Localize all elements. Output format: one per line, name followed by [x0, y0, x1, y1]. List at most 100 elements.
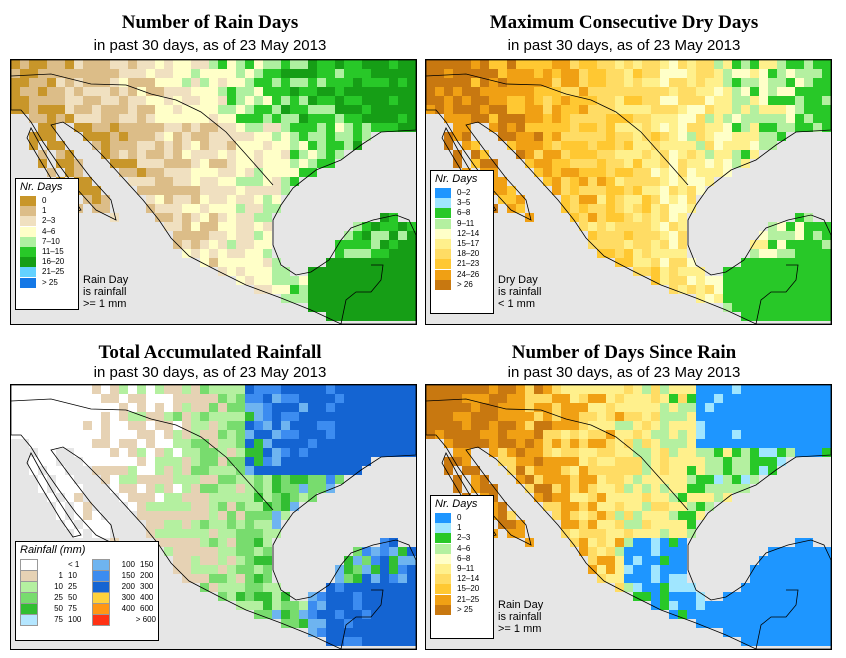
map-cell — [155, 538, 164, 547]
map-cell — [588, 520, 597, 529]
map-cell — [245, 475, 254, 484]
map-cell — [714, 168, 723, 177]
map-cell — [534, 394, 543, 403]
map-cell — [660, 466, 669, 475]
map-cell — [489, 448, 498, 457]
map-cell — [669, 141, 678, 150]
map-cell — [678, 439, 687, 448]
map-cell — [389, 213, 398, 222]
map-cell — [173, 547, 182, 556]
map-cell — [191, 493, 200, 502]
map-cell — [209, 141, 218, 150]
map-cell — [642, 96, 651, 105]
map-cell — [137, 511, 146, 520]
map-cell — [651, 403, 660, 412]
map-cell — [326, 619, 335, 628]
map-cell — [615, 69, 624, 78]
map-cell — [759, 87, 768, 96]
map-cell — [678, 222, 687, 231]
map-cell — [507, 204, 516, 213]
map-cell — [606, 177, 615, 186]
map-cell — [579, 394, 588, 403]
map-cell — [795, 628, 804, 637]
map-cell — [371, 78, 380, 87]
map-cell — [407, 96, 416, 105]
mexico-land — [426, 60, 831, 321]
map-cell — [299, 132, 308, 141]
map-cell — [389, 285, 398, 294]
map-cell — [696, 430, 705, 439]
map-cell — [444, 439, 453, 448]
map-cell — [164, 529, 173, 538]
map-cell — [335, 592, 344, 601]
map-cell — [218, 394, 227, 403]
map-cell — [498, 412, 507, 421]
map-cell — [660, 412, 669, 421]
map-cell — [525, 105, 534, 114]
map-cell — [236, 141, 245, 150]
map-cell — [462, 394, 471, 403]
map-cell — [660, 421, 669, 430]
map-cell — [290, 421, 299, 430]
map-cell — [380, 240, 389, 249]
map-cell — [678, 385, 687, 394]
map-cell — [813, 123, 822, 132]
map-cell — [335, 385, 344, 394]
map-cell — [254, 267, 263, 276]
map-cell — [453, 385, 462, 394]
map-cell — [335, 628, 344, 637]
map-cell — [281, 448, 290, 457]
map-cell — [723, 601, 732, 610]
map-cell — [759, 439, 768, 448]
map-cell — [642, 421, 651, 430]
map-cell — [245, 448, 254, 457]
map-cell — [822, 619, 831, 628]
map-cell — [155, 168, 164, 177]
map-cell — [362, 583, 371, 592]
map-cell — [660, 457, 669, 466]
map-cell — [561, 96, 570, 105]
map-cell — [164, 87, 173, 96]
map-cell — [777, 60, 786, 69]
map-cell — [597, 150, 606, 159]
map-cell — [678, 520, 687, 529]
map-cell — [705, 96, 714, 105]
map-cell — [308, 601, 317, 610]
map-cell — [317, 466, 326, 475]
map-cell — [317, 484, 326, 493]
map-cell — [705, 601, 714, 610]
map-cell — [173, 150, 182, 159]
map-cell — [407, 87, 416, 96]
map-cell — [804, 610, 813, 619]
map-cell — [588, 132, 597, 141]
map-cell — [407, 294, 416, 303]
map-cell — [714, 439, 723, 448]
map-cell — [38, 132, 47, 141]
map-cell — [768, 592, 777, 601]
map-cell — [245, 412, 254, 421]
map-cell — [615, 412, 624, 421]
map-cell — [462, 78, 471, 87]
map-cell — [660, 529, 669, 538]
map-cell — [660, 87, 669, 96]
map-cell — [317, 87, 326, 96]
map-cell — [822, 222, 831, 231]
map-cell — [813, 285, 822, 294]
note-line-3: >= 1 mm — [83, 298, 127, 310]
map-cell — [218, 168, 227, 177]
map-cell — [588, 195, 597, 204]
map-cell — [326, 583, 335, 592]
map-cell — [642, 547, 651, 556]
map-cell — [272, 502, 281, 511]
map-cell — [786, 123, 795, 132]
map-cell — [732, 592, 741, 601]
map-cell — [651, 114, 660, 123]
map-cell — [471, 439, 480, 448]
map-cell — [398, 385, 407, 394]
map-cell — [678, 529, 687, 538]
map-cell — [651, 87, 660, 96]
map-cell — [389, 385, 398, 394]
map-cell — [525, 69, 534, 78]
map-cell — [741, 637, 750, 646]
map-cell — [218, 258, 227, 267]
